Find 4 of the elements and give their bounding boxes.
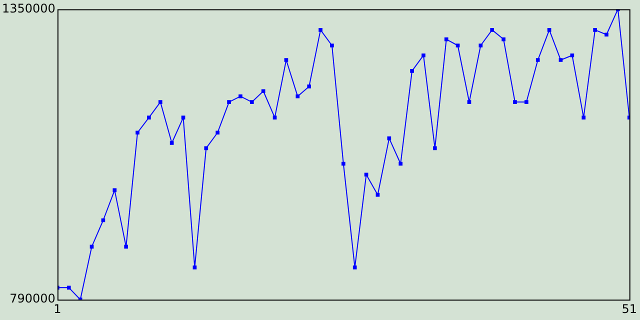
- x-tick-label: 1: [54, 302, 62, 316]
- x-tick-label: 51: [622, 302, 638, 316]
- y-tick-label: 1350000: [2, 1, 56, 16]
- y-tick-label: 790000: [10, 292, 56, 306]
